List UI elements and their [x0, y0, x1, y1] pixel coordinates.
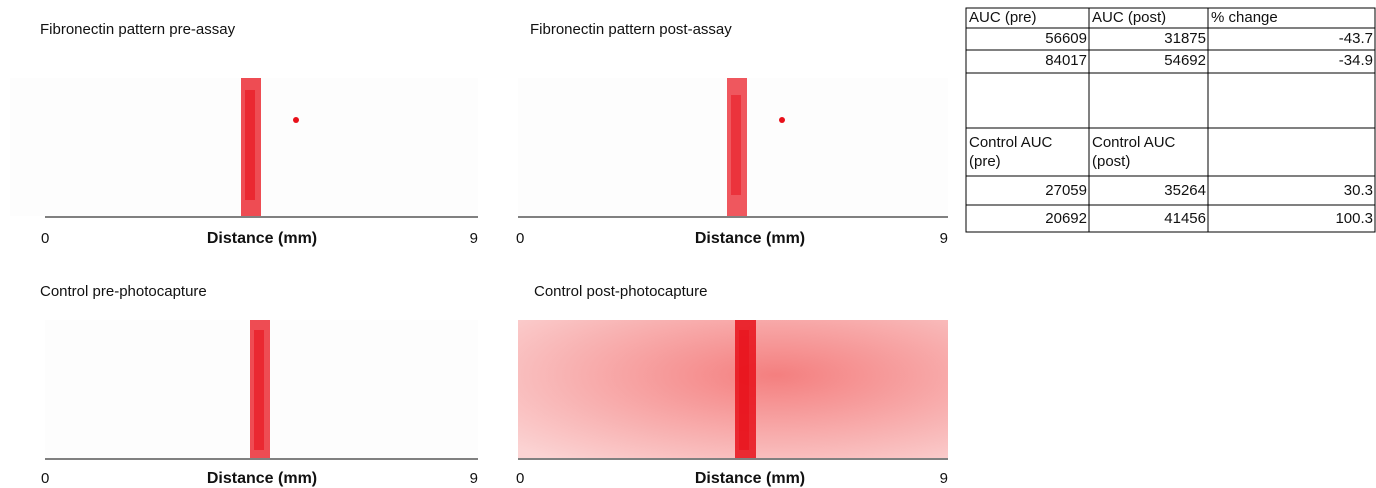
axis-label: Distance (mm) — [207, 230, 317, 247]
table-cell: 20692 — [1045, 210, 1087, 227]
table-cell: 54692 — [1164, 52, 1206, 69]
panels: Fibronectin pattern pre-assay 0 Distance… — [10, 21, 948, 487]
table-cell: 56609 — [1045, 30, 1087, 47]
axis-start: 0 — [41, 230, 49, 247]
axis-start: 0 — [516, 230, 524, 247]
spot — [293, 117, 299, 123]
stripe — [731, 95, 741, 195]
axis-end: 9 — [470, 470, 478, 487]
table-header: (pre) — [969, 153, 1001, 170]
table-header: AUC (post) — [1092, 9, 1166, 26]
table-header: Control AUC — [969, 134, 1053, 151]
table-border — [965, 7, 1376, 233]
table-cell: -43.7 — [1339, 30, 1373, 47]
axis-label: Distance (mm) — [695, 470, 805, 487]
panel-title: Control pre-photocapture — [40, 283, 207, 300]
table-cell: 84017 — [1045, 52, 1087, 69]
axis-end: 9 — [470, 230, 478, 247]
stripe — [739, 330, 749, 450]
axis-start: 0 — [41, 470, 49, 487]
panel-title: Fibronectin pattern post-assay — [530, 21, 732, 38]
table-header: Control AUC — [1092, 134, 1176, 151]
image — [518, 320, 948, 458]
table-cell: 100.3 — [1335, 210, 1373, 227]
table-cell: 31875 — [1164, 30, 1206, 47]
stripe — [245, 90, 255, 200]
panel-title: Control post-photocapture — [534, 283, 707, 300]
stripe — [254, 330, 264, 450]
table-header: AUC (pre) — [969, 9, 1037, 26]
axis-label: Distance (mm) — [207, 470, 317, 487]
table-header: (post) — [1092, 153, 1130, 170]
axis-end: 9 — [940, 230, 948, 247]
table-cell: 27059 — [1045, 182, 1087, 199]
table-cell: 30.3 — [1344, 182, 1373, 199]
axis-label: Distance (mm) — [695, 230, 805, 247]
axis-start: 0 — [516, 470, 524, 487]
table-cell: -34.9 — [1339, 52, 1373, 69]
axis-end: 9 — [940, 470, 948, 487]
table: AUC (pre) AUC (post) % change Control AU… — [965, 7, 1376, 233]
table-cell: 41456 — [1164, 210, 1206, 227]
stripes — [241, 78, 785, 458]
spot — [779, 117, 785, 123]
table-header: % change — [1211, 9, 1278, 26]
panel-title: Fibronectin pattern pre-assay — [40, 21, 236, 38]
table-cell: 35264 — [1164, 182, 1206, 199]
